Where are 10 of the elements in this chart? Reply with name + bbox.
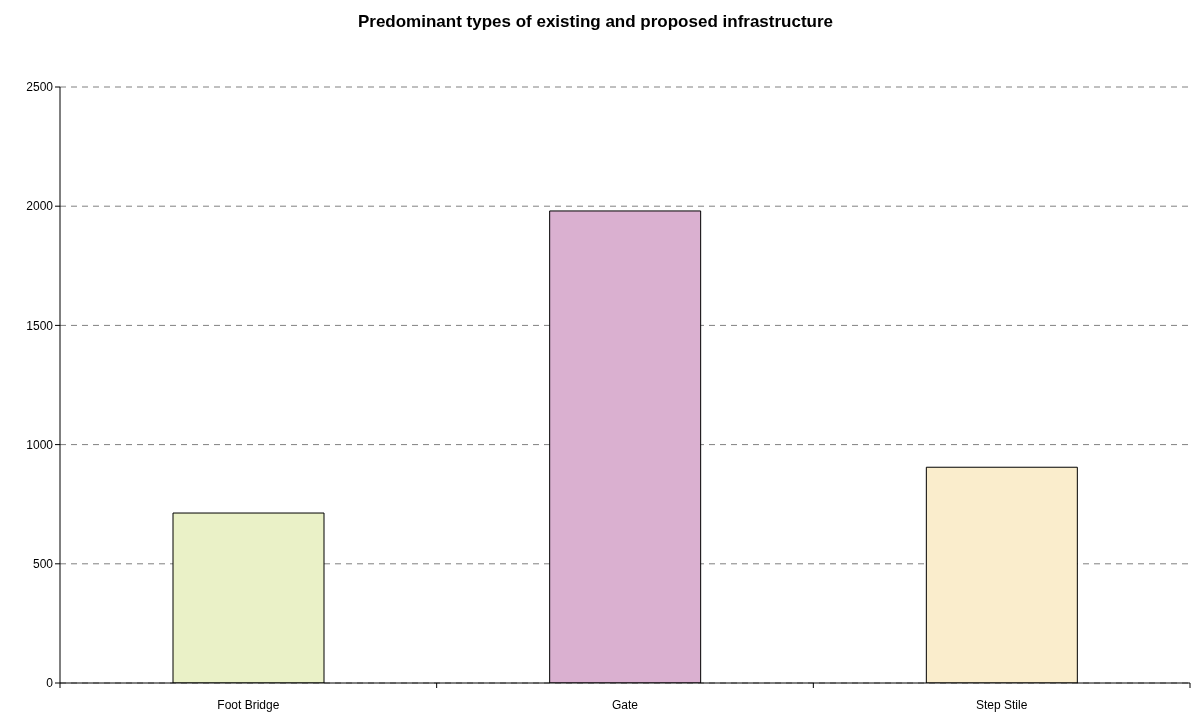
chart-title: Predominant types of existing and proposed infrastructure (356, 12, 835, 32)
x-tick-label: Step Stile (975, 698, 1028, 712)
y-tick-label: 1000 (26, 437, 54, 452)
x-tick-label: Foot Bridge (217, 698, 280, 712)
y-tick-label: 500 (32, 557, 54, 572)
y-tick-label: 2000 (26, 199, 54, 214)
y-tick-label: 0 (46, 676, 54, 691)
y-tick-label: 2500 (26, 80, 54, 95)
x-tick-label: Gate (611, 698, 639, 712)
y-tick-label: 1500 (26, 318, 54, 333)
